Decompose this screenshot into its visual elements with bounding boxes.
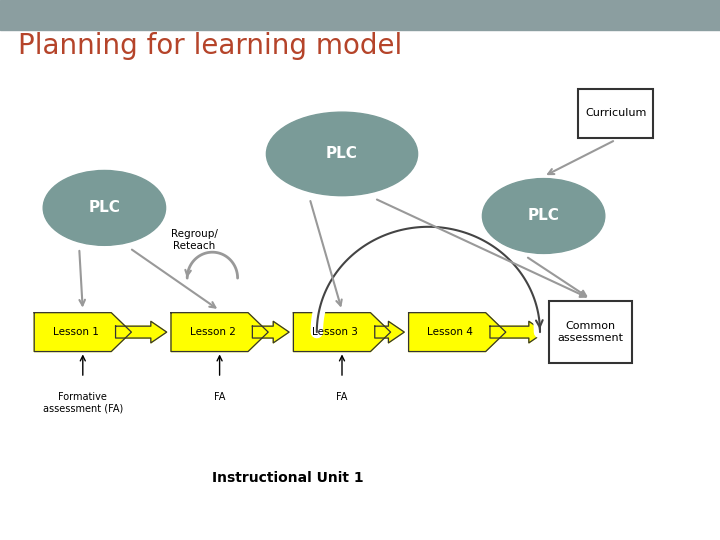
Ellipse shape bbox=[482, 179, 605, 253]
Text: PLC: PLC bbox=[528, 208, 559, 224]
Text: Curriculum: Curriculum bbox=[585, 109, 647, 118]
Polygon shape bbox=[115, 321, 166, 343]
Text: PLC: PLC bbox=[89, 200, 120, 215]
Text: Lesson 2: Lesson 2 bbox=[189, 327, 235, 337]
Polygon shape bbox=[35, 313, 132, 352]
Polygon shape bbox=[490, 321, 544, 343]
Text: Formative
assessment (FA): Formative assessment (FA) bbox=[42, 392, 123, 413]
Polygon shape bbox=[374, 321, 405, 343]
Polygon shape bbox=[252, 321, 289, 343]
Polygon shape bbox=[294, 313, 390, 352]
Text: Lesson 1: Lesson 1 bbox=[53, 327, 99, 337]
Polygon shape bbox=[409, 313, 505, 352]
Text: FA: FA bbox=[214, 392, 225, 402]
Text: PLC: PLC bbox=[326, 146, 358, 161]
Text: Common
assessment: Common assessment bbox=[557, 321, 624, 343]
Text: Lesson 3: Lesson 3 bbox=[312, 327, 358, 337]
Text: FA: FA bbox=[336, 392, 348, 402]
Ellipse shape bbox=[266, 112, 418, 195]
Text: Lesson 4: Lesson 4 bbox=[427, 327, 473, 337]
Ellipse shape bbox=[43, 171, 166, 245]
Bar bbox=[0, 0, 720, 30]
Text: Regroup/
Reteach: Regroup/ Reteach bbox=[171, 230, 218, 251]
Polygon shape bbox=[171, 313, 268, 352]
Bar bbox=[577, 89, 654, 138]
Bar bbox=[549, 301, 632, 363]
Text: Planning for learning model: Planning for learning model bbox=[18, 32, 402, 60]
Text: Instructional Unit 1: Instructional Unit 1 bbox=[212, 471, 364, 485]
